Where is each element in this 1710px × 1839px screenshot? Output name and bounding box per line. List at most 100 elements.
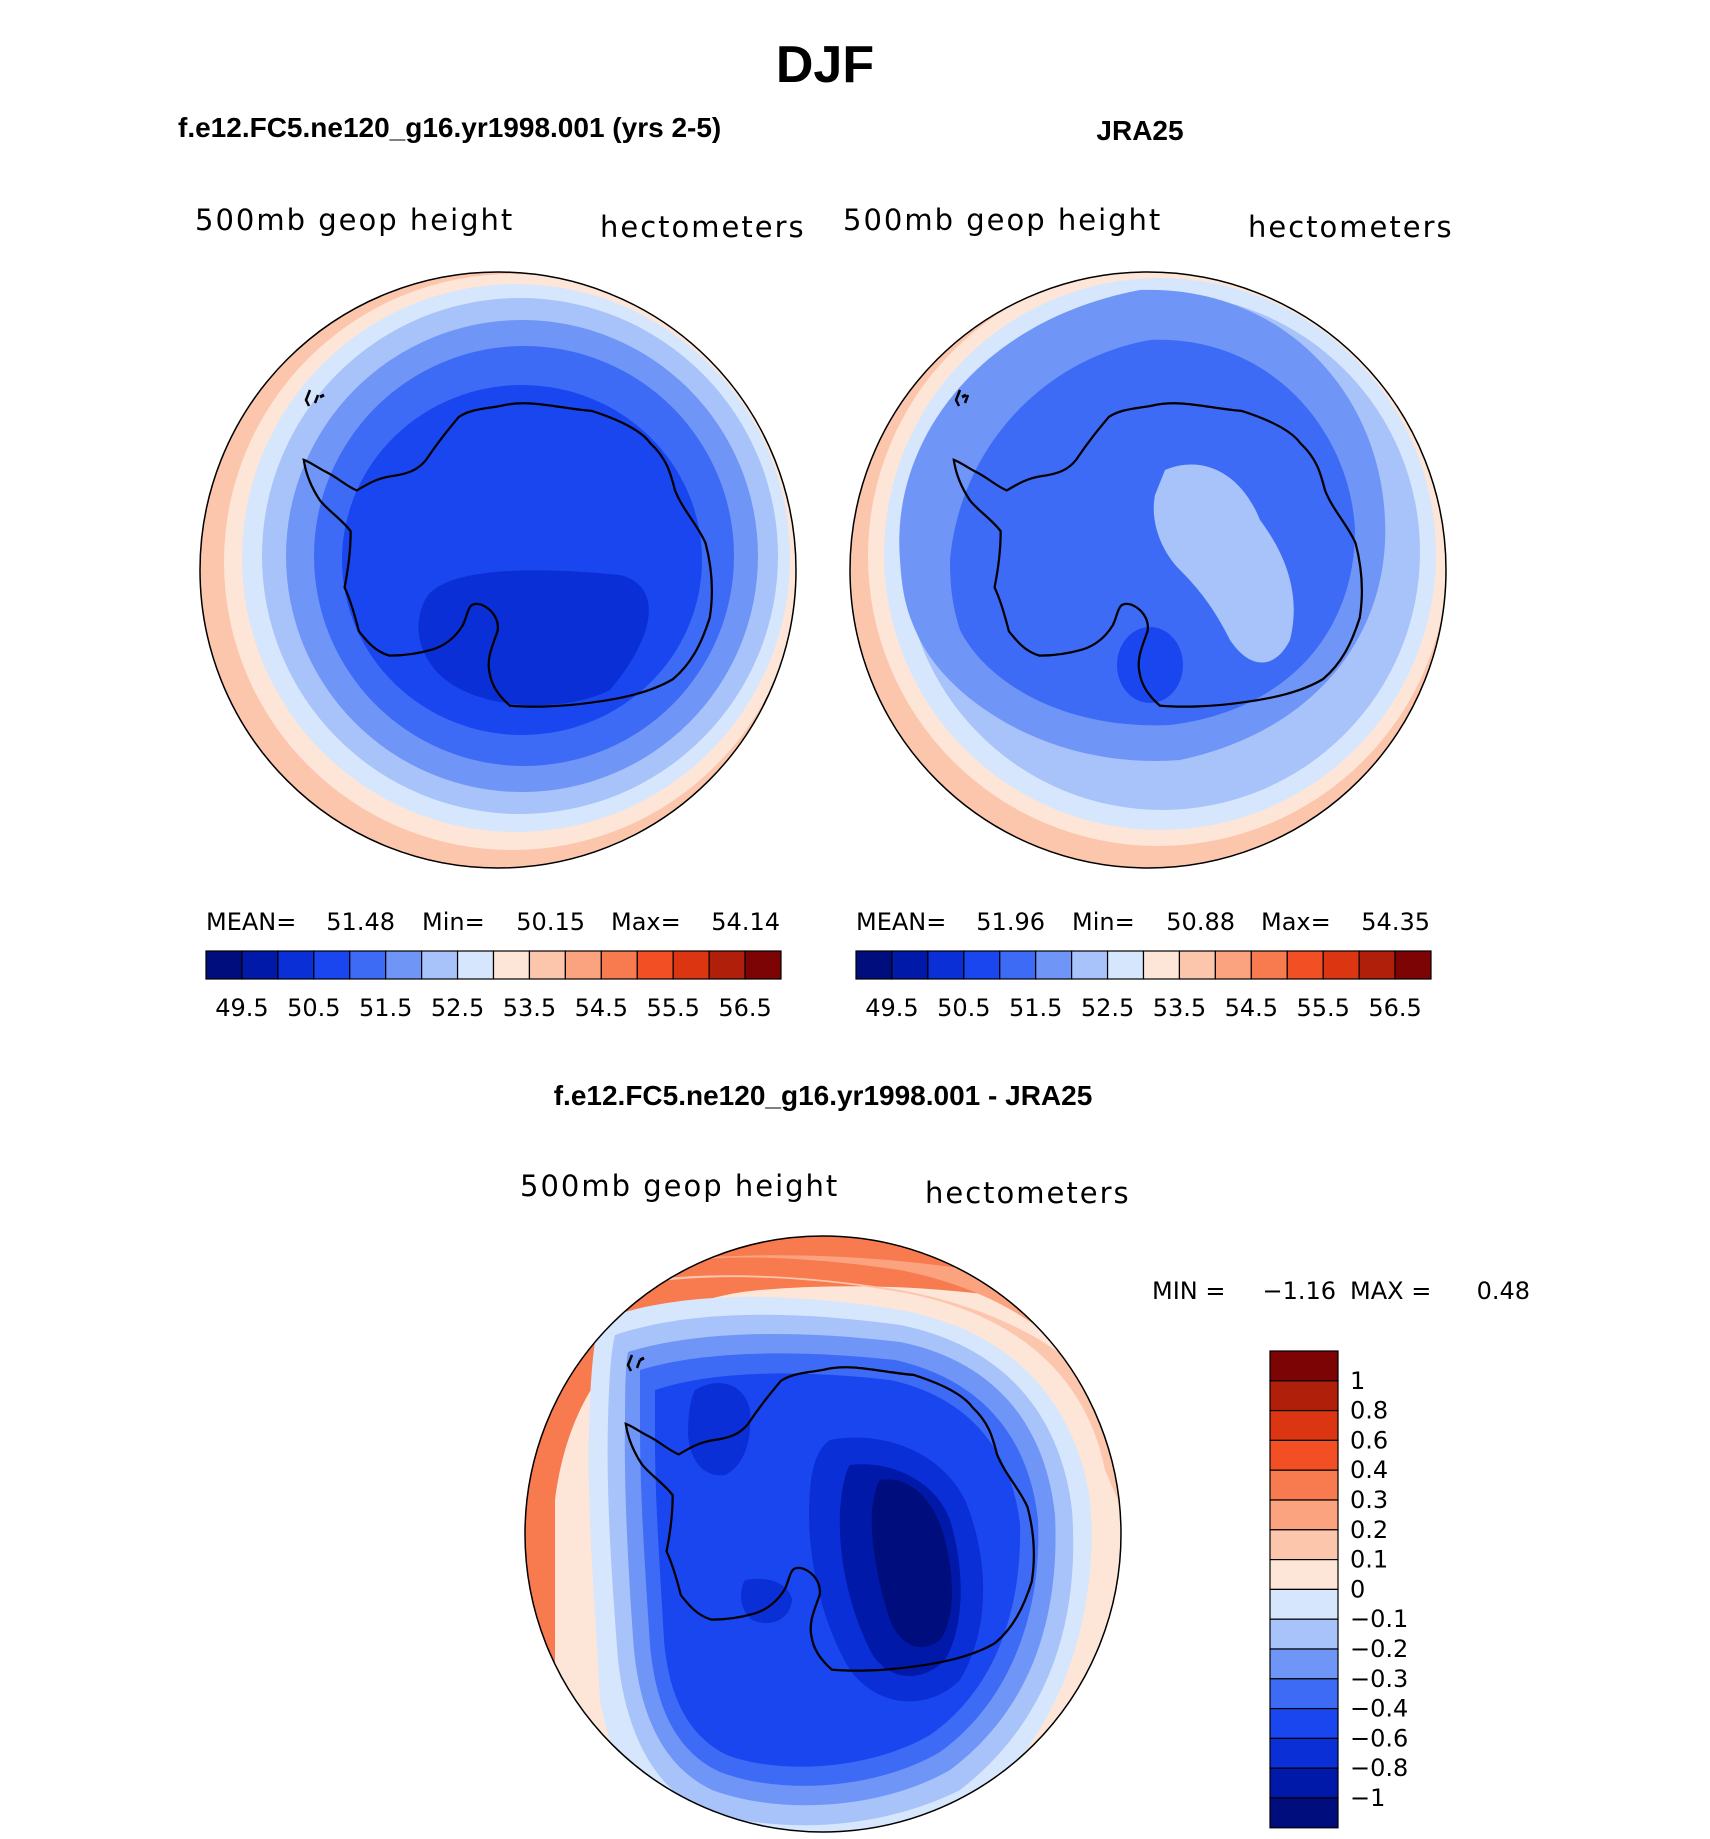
colorbar-model-swatch [349,950,387,980]
mean-label-obs: MEAN= [856,908,946,936]
colorbar-diff-tick-label: −0.8 [1350,1754,1408,1782]
colorbar-model-tick-label: 53.5 [503,994,556,1022]
colorbar-model-swatch [636,950,674,980]
colorbar-diff-swatch [1269,1499,1339,1531]
colorbar-diff-swatch [1269,1678,1339,1710]
min-value-model: 50.15 [516,908,585,936]
colorbar-diff-swatch [1269,1767,1339,1799]
map-diff [525,1236,1121,1832]
colorbar-diff-tick-label: −0.1 [1350,1605,1408,1633]
colorbar-model-tick-label: 49.5 [215,994,268,1022]
colorbar-diff-swatch [1269,1648,1339,1680]
colorbar-obs-swatch [1106,950,1145,980]
colorbar-diff-tick-label: 0.3 [1350,1486,1388,1514]
colorbar-diff: 10.80.60.40.30.20.10−0.1−0.2−0.3−0.4−0.6… [1269,1350,1408,1829]
colorbar-diff-tick-label: 0.1 [1350,1546,1388,1574]
colorbar-diff-swatch [1269,1350,1339,1382]
colorbar-obs-swatch [1178,950,1216,980]
max-label-model: Max= [611,908,681,936]
colorbar-model-swatch [564,950,602,980]
figure-title: DJF [776,36,874,94]
colorbar-model-swatch [421,950,459,980]
min-value-obs: 50.88 [1166,908,1235,936]
colorbar-obs-swatch [1322,950,1360,980]
field-label-diff: 500mb geop height [520,1169,839,1203]
colorbar-model-swatch [277,950,315,980]
colorbar-obs-tick-label: 53.5 [1153,994,1206,1022]
mean-label-model: MEAN= [206,908,296,936]
colorbar-diff-tick-label: 0.2 [1350,1516,1388,1544]
panel-diff: f.e12.FC5.ne120_g16.yr1998.001 - JRA25 5… [520,1080,1530,1833]
colorbar-diff-tick-label: −0.3 [1350,1665,1408,1693]
colorbar-model-swatch [708,950,746,980]
min-label-diff: MIN = [1152,1277,1225,1305]
colorbar-diff-swatch [1269,1797,1339,1829]
colorbar-obs-swatch [1035,950,1073,980]
colorbar-model: 49.5 50.5 51.5 52.5 53.5 54.5 55.5 56.5 [205,950,782,1022]
colorbar-model-tick-label: 50.5 [287,994,340,1022]
colorbar-diff-swatch [1269,1529,1339,1561]
colorbar-model-swatch [600,950,638,980]
map-border-model [199,271,797,869]
colorbar-obs-swatch [891,950,929,980]
colorbar-diff-swatch [1269,1618,1339,1650]
colorbar-obs-swatch [1394,950,1432,980]
colorbar-model-tick-label: 56.5 [718,994,771,1022]
panel-title-obs: JRA25 [1096,115,1183,146]
units-label-obs: hectometers [1248,210,1454,244]
colorbar-obs-tick-label: 55.5 [1296,994,1349,1022]
colorbar-diff-tick-label: −1 [1350,1784,1385,1812]
max-value-model: 54.14 [711,908,780,936]
colorbar-model-swatch [456,950,495,980]
colorbar-diff-swatch [1269,1409,1339,1441]
colorbar-model-swatch [528,950,566,980]
units-label-diff: hectometers [925,1176,1131,1210]
colorbar-diff-swatch [1269,1469,1339,1501]
map-model [200,272,796,868]
map-border-obs [849,271,1447,869]
colorbar-obs-swatch [1142,950,1181,980]
panel-obs: JRA25 500mb geop height hectometers MEAN… [843,115,1454,1022]
colorbar-diff-tick-label: −0.6 [1350,1724,1408,1752]
min-label-obs: Min= [1072,908,1135,936]
colorbar-diff-swatch [1269,1588,1339,1620]
min-value-diff: −1.16 [1262,1277,1336,1305]
colorbar-model-swatch [241,950,279,980]
stats-model: MEAN= 51.48 Min= 50.15 Max= 54.14 [206,908,780,936]
colorbar-obs-tick-label: 49.5 [865,994,918,1022]
map-border-diff [524,1235,1122,1833]
colorbar-diff-swatch [1269,1439,1339,1471]
colorbar-model-tick-label: 55.5 [646,994,699,1022]
colorbar-obs-swatch [999,950,1037,980]
colorbar-obs-swatch [1286,950,1324,980]
colorbar-diff-swatch [1269,1558,1339,1590]
colorbar-diff-swatch [1269,1380,1339,1412]
colorbar-obs-swatch [1071,950,1109,980]
colorbar-obs-swatch [855,950,893,980]
minmax-diff: MIN = −1.16 MAX = 0.48 [1152,1277,1530,1305]
max-label-obs: Max= [1261,908,1331,936]
colorbar-obs-swatch [1358,950,1396,980]
colorbar-diff-tick-label: −0.2 [1350,1635,1408,1663]
colorbar-diff-tick-label: 0.8 [1350,1397,1388,1425]
panel-model: f.e12.FC5.ne120_g16.yr1998.001 (yrs 2-5)… [178,112,806,1022]
colorbar-diff-tick-label: 0.4 [1350,1456,1388,1484]
colorbar-model-swatch [313,950,351,980]
colorbar-obs-tick-label: 50.5 [937,994,990,1022]
stats-obs: MEAN= 51.96 Min= 50.88 Max= 54.35 [856,908,1430,936]
min-label-model: Min= [422,908,485,936]
colorbar-obs-swatch [927,950,965,980]
colorbar-diff-tick-label: 1 [1350,1367,1365,1395]
colorbar-diff-tick-label: 0 [1350,1575,1365,1603]
colorbar-model-swatch [205,950,243,980]
colorbar-model-tick-label: 52.5 [431,994,484,1022]
colorbar-obs-swatch [1214,950,1252,980]
colorbar-model-tick-label: 51.5 [359,994,412,1022]
colorbar-obs-tick-label: 56.5 [1368,994,1421,1022]
colorbar-model-swatch [744,950,782,980]
units-label-model: hectometers [600,210,806,244]
mean-value-obs: 51.96 [976,908,1045,936]
colorbar-obs-tick-label: 52.5 [1081,994,1134,1022]
max-value-diff: 0.48 [1477,1277,1530,1305]
